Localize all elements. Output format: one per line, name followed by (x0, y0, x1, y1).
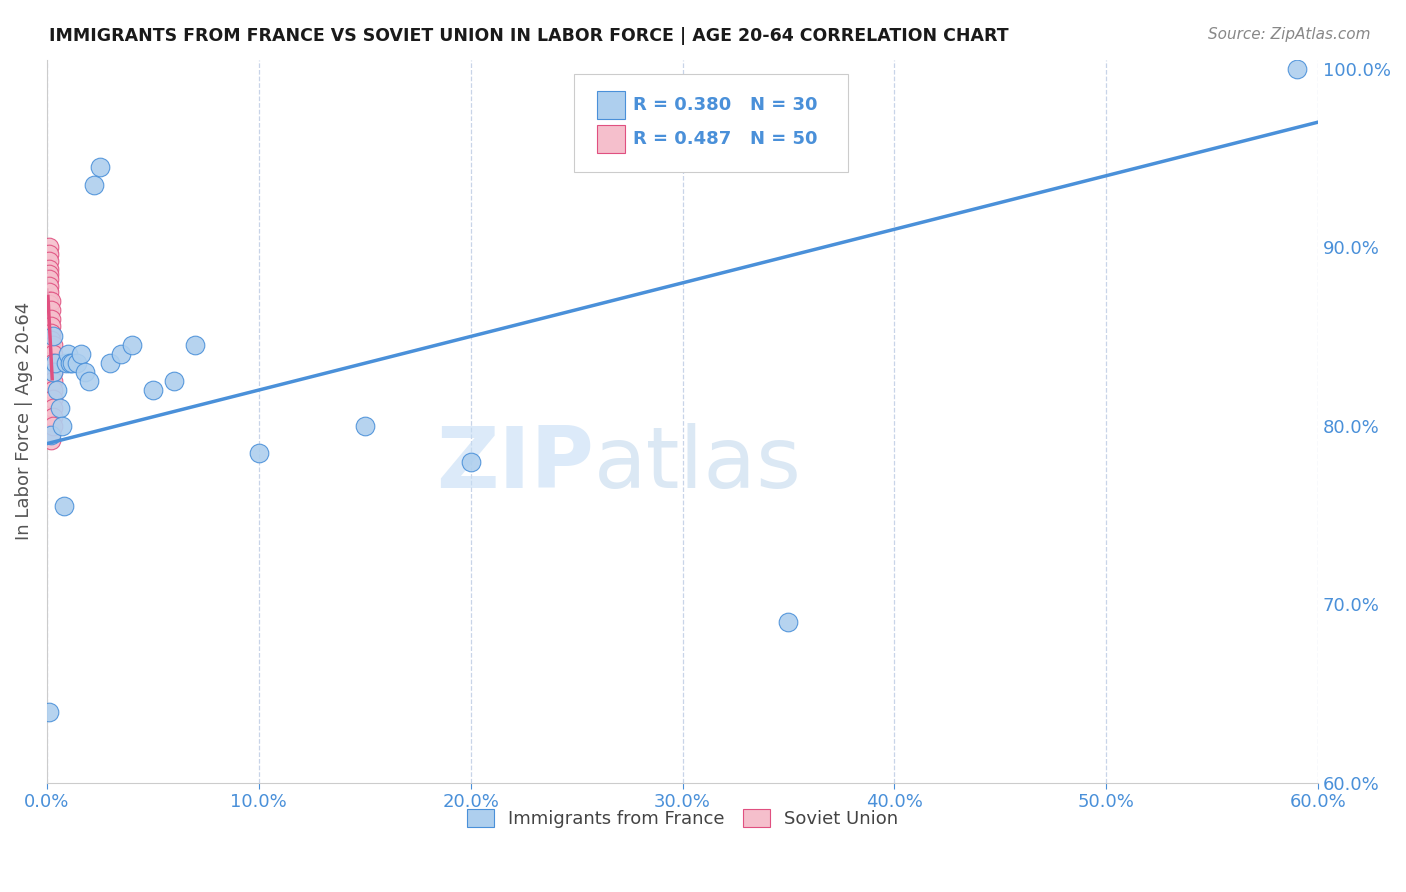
Point (38, 361, 60, 376)
Text: R = 0.487   N = 50: R = 0.487 N = 50 (633, 130, 817, 148)
Point (42, 365, 65, 379)
Point (38, 272, 60, 286)
Point (42, 401, 65, 415)
Point (60, 356, 83, 370)
Point (38, 279, 60, 293)
Point (110, 347, 132, 361)
Point (38, 247, 60, 261)
Point (38, 302, 60, 317)
Point (38, 285, 60, 299)
Text: IMMIGRANTS FROM FRANCE VS SOVIET UNION IN LABOR FORCE | AGE 20-64 CORRELATION CH: IMMIGRANTS FROM FRANCE VS SOVIET UNION I… (49, 27, 1010, 45)
Point (39, 347, 62, 361)
Y-axis label: In Labor Force | Age 20-64: In Labor Force | Age 20-64 (15, 302, 32, 541)
Point (38, 333, 60, 347)
Point (39, 390, 62, 404)
Point (39, 293, 62, 308)
Point (39, 404, 62, 418)
Point (38, 240, 60, 254)
Point (39, 376, 62, 390)
Point (39, 302, 62, 317)
Point (42, 329, 65, 343)
Point (39, 368, 62, 383)
Point (38, 293, 60, 308)
Point (184, 338, 207, 352)
Point (39, 433, 62, 447)
Point (38, 261, 60, 276)
Point (39, 354, 62, 368)
Point (59, 356, 82, 370)
Point (42, 356, 65, 370)
Point (38, 705, 60, 719)
Text: ZIP: ZIP (436, 423, 593, 507)
Point (55, 356, 77, 370)
Point (52, 499, 75, 513)
Point (83, 178, 105, 192)
Point (460, 454, 482, 468)
Point (353, 418, 375, 433)
Point (42, 374, 65, 388)
Point (38, 254, 60, 268)
Legend: Immigrants from France, Soviet Union: Immigrants from France, Soviet Union (460, 802, 905, 836)
Point (42, 365, 65, 379)
Point (39, 311, 62, 326)
Point (42, 409, 65, 424)
FancyBboxPatch shape (598, 126, 626, 153)
Point (38, 347, 60, 361)
Point (42, 418, 65, 433)
Text: Source: ZipAtlas.com: Source: ZipAtlas.com (1208, 27, 1371, 42)
Point (56, 347, 79, 361)
Point (100, 356, 122, 370)
Point (38, 368, 60, 383)
Point (39, 340, 62, 354)
Point (121, 338, 143, 352)
Point (1285, 62, 1308, 76)
Point (48, 401, 70, 415)
Point (73, 365, 96, 379)
Point (39, 333, 62, 347)
FancyBboxPatch shape (575, 74, 848, 172)
Point (38, 267, 60, 281)
Point (69, 347, 91, 361)
Point (38, 311, 60, 326)
Text: atlas: atlas (593, 423, 801, 507)
Point (38, 297, 60, 311)
Text: R = 0.380   N = 30: R = 0.380 N = 30 (633, 96, 817, 114)
Point (39, 411, 62, 425)
Point (39, 425, 62, 440)
Point (39, 427, 62, 442)
Point (39, 318, 62, 333)
Point (77, 374, 100, 388)
Point (39, 326, 62, 340)
Point (38, 340, 60, 354)
Point (39, 418, 62, 433)
Point (38, 326, 60, 340)
Point (65, 356, 87, 370)
Point (142, 383, 165, 397)
Point (42, 383, 65, 397)
Point (778, 615, 800, 630)
Point (44, 356, 66, 370)
Point (46, 383, 69, 397)
Point (39, 361, 62, 376)
Point (39, 397, 62, 411)
Point (42, 392, 65, 406)
Point (89, 160, 111, 174)
Point (51, 418, 73, 433)
Point (39, 383, 62, 397)
Point (38, 318, 60, 333)
Point (163, 374, 186, 388)
Point (42, 347, 65, 361)
FancyBboxPatch shape (598, 92, 626, 119)
Point (42, 338, 65, 352)
Point (247, 445, 270, 459)
Point (38, 354, 60, 368)
